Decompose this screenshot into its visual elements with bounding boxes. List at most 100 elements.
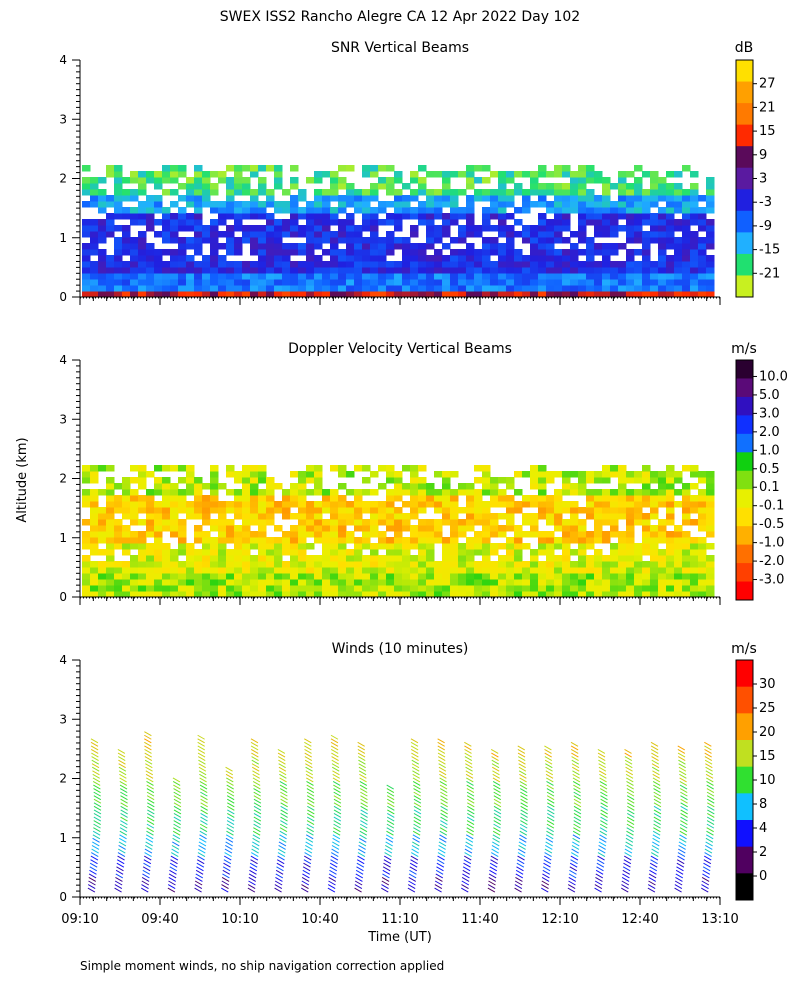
heatmap-cell	[426, 237, 435, 244]
wind-barb	[173, 791, 181, 797]
wind-barb	[89, 866, 98, 872]
heatmap-cell	[298, 561, 307, 568]
wind-barb	[90, 741, 99, 747]
heatmap-cell	[130, 519, 139, 526]
heatmap-cell	[554, 201, 563, 208]
heatmap-cell	[498, 207, 507, 214]
wind-barb	[332, 837, 340, 843]
wind-barb	[146, 784, 154, 790]
heatmap-cell	[178, 591, 187, 598]
heatmap-cell	[186, 177, 195, 184]
heatmap-cell	[618, 591, 627, 598]
heatmap-cell	[242, 549, 251, 556]
heatmap-cell	[122, 531, 131, 538]
wind-barb	[90, 738, 99, 744]
wind-barb	[386, 791, 395, 797]
heatmap-cell	[154, 519, 163, 526]
wind-barb	[359, 784, 368, 790]
heatmap-cell	[234, 267, 243, 274]
heatmap-cell	[290, 573, 299, 580]
heatmap-cell	[610, 273, 619, 280]
heatmap-cell	[498, 555, 507, 562]
heatmap-cell	[394, 489, 403, 496]
heatmap-cell	[482, 543, 491, 550]
wind-barb	[439, 773, 447, 779]
heatmap-cell	[418, 483, 427, 490]
wind-profile	[487, 749, 502, 893]
heatmap-cell	[314, 177, 323, 184]
heatmap-cell	[706, 555, 715, 562]
heatmap-cell	[706, 507, 715, 514]
heatmap-cell	[138, 495, 147, 502]
heatmap-cell	[354, 543, 363, 550]
colorbar-swatch	[736, 544, 753, 564]
colorbar-tick-label: 5.0	[759, 388, 780, 403]
heatmap-cell	[138, 219, 147, 226]
wind-barb	[624, 848, 633, 854]
heatmap-cell	[338, 555, 347, 562]
heatmap-cell	[330, 519, 339, 526]
heatmap-cell	[474, 477, 483, 484]
heatmap-cell	[618, 267, 627, 274]
heatmap-cell	[178, 261, 187, 268]
heatmap-cell	[82, 279, 91, 286]
heatmap-cell	[594, 213, 603, 220]
wind-barb	[200, 816, 208, 822]
heatmap-cell	[370, 519, 379, 526]
heatmap-cell	[258, 531, 267, 538]
heatmap-cell	[690, 261, 699, 268]
heatmap-cell	[690, 189, 699, 196]
heatmap-cell	[410, 207, 419, 214]
heatmap-cell	[194, 501, 203, 508]
heatmap-cell	[122, 567, 131, 574]
heatmap-cell	[634, 219, 643, 226]
heatmap-cell	[522, 471, 531, 478]
wind-barb	[114, 884, 123, 889]
heatmap-cell	[578, 555, 587, 562]
heatmap-cell	[330, 507, 339, 514]
heatmap-cell	[402, 573, 411, 580]
colorbar-tick-label: 2.0	[759, 425, 780, 440]
heatmap-cell	[122, 225, 131, 232]
heatmap-cell	[330, 501, 339, 508]
colorbar-tick-label: 21	[759, 100, 776, 115]
heatmap-cell	[634, 471, 643, 478]
heatmap-cell	[82, 261, 91, 268]
wind-barb	[412, 773, 420, 779]
wind-barb	[652, 777, 661, 783]
heatmap-cell	[234, 513, 243, 520]
heatmap-cell	[458, 555, 467, 562]
heatmap-cell	[114, 225, 123, 232]
heatmap-cell	[90, 525, 99, 532]
heatmap-cell	[634, 507, 643, 514]
heatmap-cell	[490, 519, 499, 526]
heatmap-cell	[506, 291, 515, 298]
heatmap-cell	[666, 195, 675, 202]
heatmap-cell	[650, 231, 659, 238]
heatmap-cell	[194, 555, 203, 562]
heatmap-cell	[322, 225, 331, 232]
heatmap-cell	[210, 279, 219, 286]
heatmap-cell	[178, 477, 187, 484]
heatmap-cell	[594, 243, 603, 250]
heatmap-cell	[154, 585, 163, 592]
heatmap-cell	[466, 519, 475, 526]
heatmap-cell	[362, 489, 371, 496]
heatmap-cell	[634, 495, 643, 502]
heatmap-cell	[314, 567, 323, 574]
heatmap-cell	[90, 477, 99, 484]
heatmap-cell	[250, 501, 259, 508]
heatmap-cell	[434, 207, 443, 214]
heatmap-cell	[538, 537, 547, 544]
heatmap-cell	[706, 513, 715, 520]
heatmap-cell	[618, 291, 627, 298]
heatmap-cell	[402, 465, 411, 472]
heatmap-cell	[498, 543, 507, 550]
wind-barb	[144, 741, 152, 747]
wind-barb	[327, 884, 336, 889]
wind-barb	[467, 802, 475, 808]
y-tick-label: 4	[59, 653, 67, 667]
heatmap-cell	[282, 285, 291, 292]
heatmap-cell	[338, 579, 347, 586]
wind-barb	[171, 852, 179, 857]
